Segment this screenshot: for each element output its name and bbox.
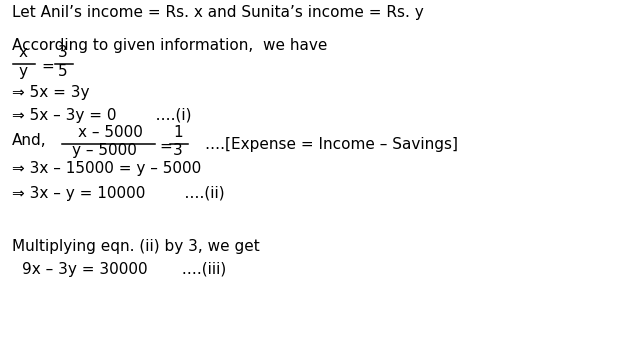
Text: Multiplying eqn. (ii) by 3, we get: Multiplying eqn. (ii) by 3, we get [12, 239, 260, 254]
Text: ⇒ 5x = 3y: ⇒ 5x = 3y [12, 85, 89, 100]
Text: 1: 1 [173, 125, 183, 140]
Text: y – 5000: y – 5000 [71, 143, 136, 158]
Text: 3: 3 [58, 45, 68, 60]
Text: x: x [19, 45, 28, 60]
Text: 3: 3 [173, 143, 183, 158]
Text: Let Anil’s income = Rs. x and Sunita’s income = Rs. y: Let Anil’s income = Rs. x and Sunita’s i… [12, 5, 424, 20]
Text: x – 5000: x – 5000 [78, 125, 142, 140]
Text: And,: And, [12, 133, 47, 148]
Text: =: = [159, 138, 172, 153]
Text: y: y [19, 64, 28, 79]
Text: ⇒ 5x – 3y = 0        ….(i): ⇒ 5x – 3y = 0 ….(i) [12, 108, 191, 123]
Text: ⇒ 3x – 15000 = y – 5000: ⇒ 3x – 15000 = y – 5000 [12, 161, 201, 176]
Text: 5: 5 [58, 64, 68, 79]
Text: ….[Expense = Income – Savings]: ….[Expense = Income – Savings] [205, 137, 458, 153]
Text: According to given information,  we have: According to given information, we have [12, 38, 328, 53]
Text: =: = [42, 59, 54, 73]
Text: ⇒ 3x – y = 10000        ….(ii): ⇒ 3x – y = 10000 ….(ii) [12, 186, 224, 201]
Text: 9x – 3y = 30000       ….(iii): 9x – 3y = 30000 ….(iii) [22, 262, 226, 277]
